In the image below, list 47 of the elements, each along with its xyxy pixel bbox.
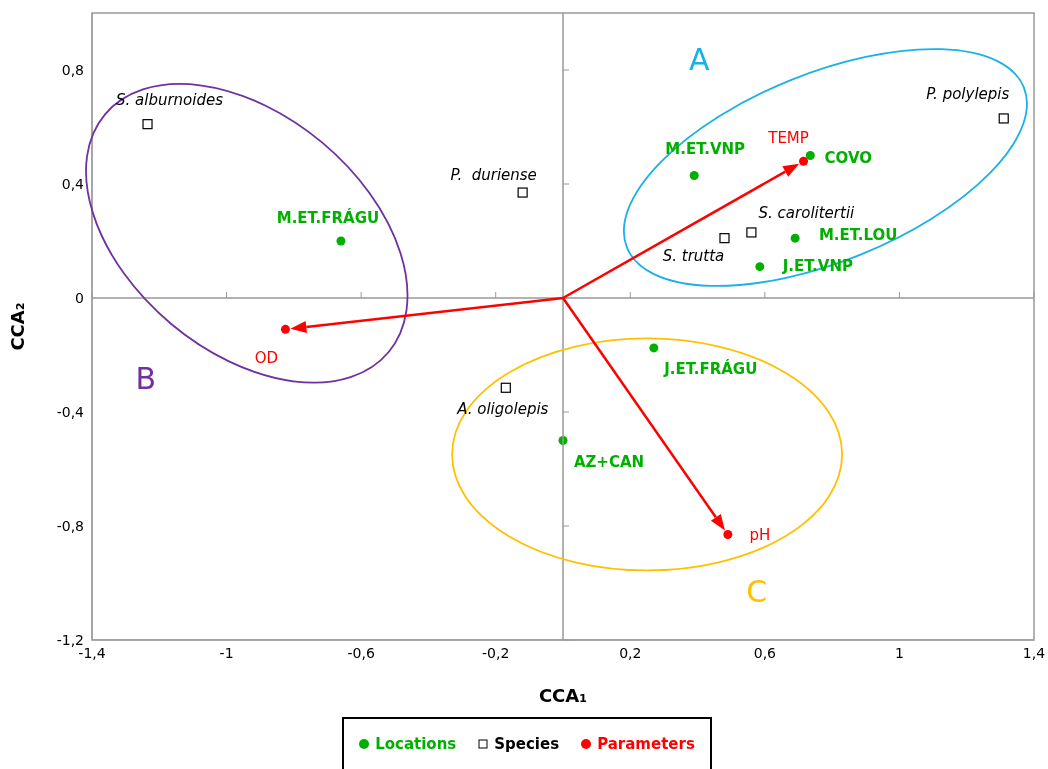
x-tick-label: 1,4: [1022, 644, 1046, 661]
point: [790, 233, 800, 243]
legend-label: Parameters: [596, 735, 695, 753]
x-tick-label: 1: [894, 644, 904, 661]
x-tick-label: -0,2: [482, 644, 510, 661]
point: [689, 170, 699, 180]
annotation: M.ET.LOU: [818, 226, 898, 245]
legend-label: Locations: [374, 735, 457, 753]
y-tick-label: -0,8: [56, 517, 84, 534]
x-axis-title: CCA₁: [538, 685, 588, 706]
point: [280, 324, 290, 334]
x-tick-label: -0,6: [347, 644, 375, 661]
point: [998, 113, 1009, 124]
annotation: A: [688, 42, 710, 78]
annotation: pH: [749, 525, 771, 544]
x-tick-label: 0,2: [619, 644, 642, 661]
point: [723, 530, 733, 540]
annotation: M.ET.FRÁGU: [276, 208, 380, 227]
annotation: P. polylepis: [926, 85, 1010, 104]
y-tick-label: 0,4: [61, 175, 85, 192]
annotation: TEMP: [767, 129, 809, 148]
point: [755, 262, 765, 272]
y-tick-label: 0: [75, 289, 84, 306]
y-tick-label: 0,8: [61, 61, 84, 78]
point: [649, 343, 659, 353]
point: [746, 227, 757, 238]
point: [336, 236, 346, 246]
annotation: P. duriense: [450, 165, 537, 184]
point: [805, 151, 815, 160]
point: [719, 233, 730, 244]
annotation: C: [746, 574, 768, 610]
y-axis-title: CCA₂: [7, 302, 29, 351]
y-tick-label: -0,4: [56, 403, 85, 420]
annotation: S. trutta: [662, 247, 725, 266]
annotation: J.ET.FRÁGU: [663, 358, 758, 378]
annotation: AZ+CAN: [573, 452, 645, 471]
point: [799, 156, 809, 166]
x-tick-label: 0,6: [753, 644, 777, 661]
annotation: OD: [254, 349, 279, 368]
point: [142, 119, 153, 130]
point: [517, 187, 528, 198]
annotation: B: [135, 361, 157, 397]
annotation: S. carolitertii: [758, 204, 856, 223]
point: [500, 382, 511, 393]
annotation: COVO: [824, 148, 873, 167]
legend-label: Species: [493, 735, 560, 753]
x-tick-label: -1: [219, 644, 234, 661]
